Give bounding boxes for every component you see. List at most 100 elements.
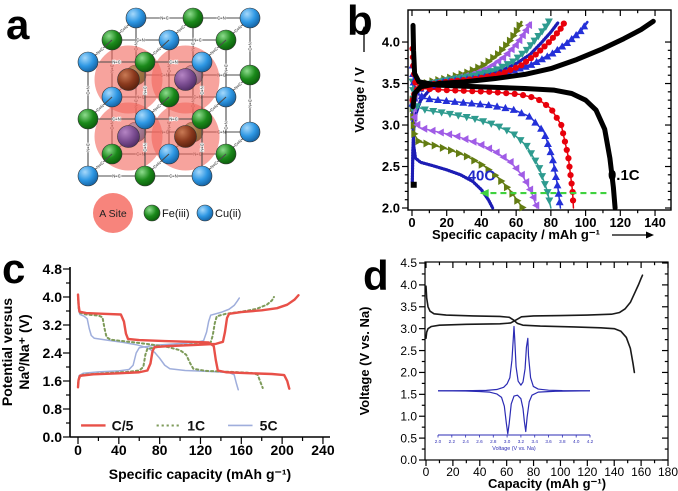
cn-bond-label: C≡N [169, 59, 178, 64]
inset-tick-label: 3.2 [518, 439, 525, 444]
cn-bond-label: C≡N [169, 173, 178, 178]
site-purple-atom [117, 125, 140, 148]
a-site-legend-label: A Site [99, 208, 127, 220]
curve [76, 294, 300, 389]
x-tick-label: 40 [111, 442, 127, 458]
fe-legend-swatch [143, 204, 161, 222]
series-0.1C-charge [410, 18, 656, 110]
cn-bond-label: N≡C [160, 15, 169, 20]
x-tick-label: 160 [230, 442, 254, 458]
cn-bond-label: N≡C [169, 116, 178, 121]
x-tick-label: 80 [152, 442, 168, 458]
curve [77, 297, 241, 384]
y-tick-label: 2.0 [382, 201, 400, 216]
structure-legend: A Site Fe(iii) Cu(ii) [93, 193, 241, 233]
axes [424, 261, 669, 461]
x-tick-label: 80 [544, 215, 558, 230]
y-axis-label: Voltage (V vs. Na) [357, 307, 372, 416]
cn-bond-label: N≡C [209, 160, 219, 169]
series-blue-discharge [408, 61, 564, 209]
cu-legend-label: Cu(ii) [215, 208, 241, 220]
cn-bond-label: N≡C [85, 143, 90, 152]
cn-bond-label: C≡N [199, 86, 204, 95]
cu-atom [239, 7, 261, 29]
y-tick-label: 0.0 [43, 429, 63, 445]
curve [425, 285, 636, 374]
x-tick-label: 0 [408, 215, 415, 230]
annotation-40C: 40C [468, 168, 496, 185]
series-C5-charge [76, 294, 300, 389]
y-tick-label: 3.0 [382, 118, 400, 133]
series-C5-discharge [76, 293, 291, 390]
cn-bond-label: N≡C [112, 173, 121, 178]
x-tick-label: 60 [509, 215, 523, 230]
x-tick-label: 60 [500, 465, 514, 479]
site-maroon-atom [174, 125, 197, 148]
y-tick-label: 2.0 [400, 366, 417, 380]
dqdv-inset: 2.0 2.2 2.4 2.6 2.8 3.0 3.2 3.4 3.6 3.8 4.0 4.2 Volt… [435, 325, 594, 452]
annotation-0.1C: 0.1C [608, 167, 640, 184]
cn-bond-label: N≡C [95, 46, 105, 55]
cn-bond-label: N≡C [223, 64, 228, 73]
inset-tick-label: 2.2 [449, 439, 456, 444]
curve [410, 18, 656, 110]
rate-capability-chart: 0 20 40 60 80 100 120 140 2.0 2.5 3.0 3.5 4.0 Specifi… [352, 9, 672, 242]
panel-label-b: b [347, 0, 373, 44]
a-site-legend-swatch [93, 193, 133, 233]
panel-label-d: d [363, 252, 389, 299]
inset-tick-label: 3.4 [532, 439, 539, 444]
x-tick-label: 160 [631, 465, 651, 479]
cn-bond-label: N≡C [193, 37, 202, 42]
y-tick-label: 4.0 [382, 35, 400, 50]
series-charge [425, 274, 644, 340]
fe-atom [77, 108, 99, 130]
cu-legend-swatch [196, 204, 214, 222]
x-tick-label: 0 [74, 442, 82, 458]
inset-tick-label: 2.6 [476, 439, 483, 444]
series-discharge [425, 285, 636, 374]
cu-atom [191, 51, 213, 73]
cn-bond-label: N≡C [233, 81, 243, 90]
cu-atom [125, 7, 147, 29]
y-tick-label: 2.4 [43, 345, 63, 361]
y-tick-label: 3.0 [400, 322, 417, 336]
legend-label-5C: 5C [260, 417, 278, 433]
tick-labels: 0 20 40 60 80 100 120 140 160 1800.00.51.01.52.02… [400, 256, 678, 479]
cn-bond-label: C≡N [85, 86, 90, 95]
x-tick-label: 0 [423, 465, 430, 479]
y-tick-label: 4.5 [400, 256, 417, 270]
x-tick-label: 80 [527, 465, 541, 479]
plot-frame [407, 9, 672, 211]
cn-bond-label: N≡C [176, 24, 186, 33]
capacity-fade-arrow [479, 189, 607, 198]
y-tick-label: 2.5 [400, 344, 417, 358]
ticks [402, 10, 671, 216]
tick-labels: 0 20 40 60 80 100 120 140 2.0 2.5 3.0 3.5 4.0 [382, 35, 666, 230]
curve [76, 293, 291, 390]
x-tick-label: 40 [473, 465, 487, 479]
fe-atom [134, 51, 156, 73]
x-tick-label: 20 [439, 215, 453, 230]
site-maroon-atom [117, 68, 140, 91]
legend-label-C/5: C/5 [112, 417, 134, 433]
y-axis-label-line: Potential versus [0, 298, 15, 406]
cn-bond-label: C≡N [142, 143, 147, 152]
a-site-cations [117, 68, 197, 148]
x-tick-label: 240 [311, 442, 335, 458]
cn-bond-label: C≡N [95, 103, 105, 112]
cn-bond-label: C≡N [119, 24, 129, 33]
cu-atom [134, 108, 156, 130]
inset-tick-label: 2.8 [490, 439, 497, 444]
y-axis-label-line: Na⁰/Na⁺ (V) [16, 314, 32, 389]
axes [69, 267, 330, 438]
cu-atom [239, 121, 261, 143]
series-5C-charge [77, 297, 241, 384]
y-tick-label: 1.6 [43, 373, 63, 389]
x-axis-arrow [612, 231, 654, 239]
cn-bond-label: N≡C [209, 46, 219, 55]
cn-bond-label: C≡N [233, 24, 243, 33]
x-tick-label: 200 [270, 442, 294, 458]
cn-bond-label: N≡C [112, 59, 121, 64]
fe-atom [191, 108, 213, 130]
